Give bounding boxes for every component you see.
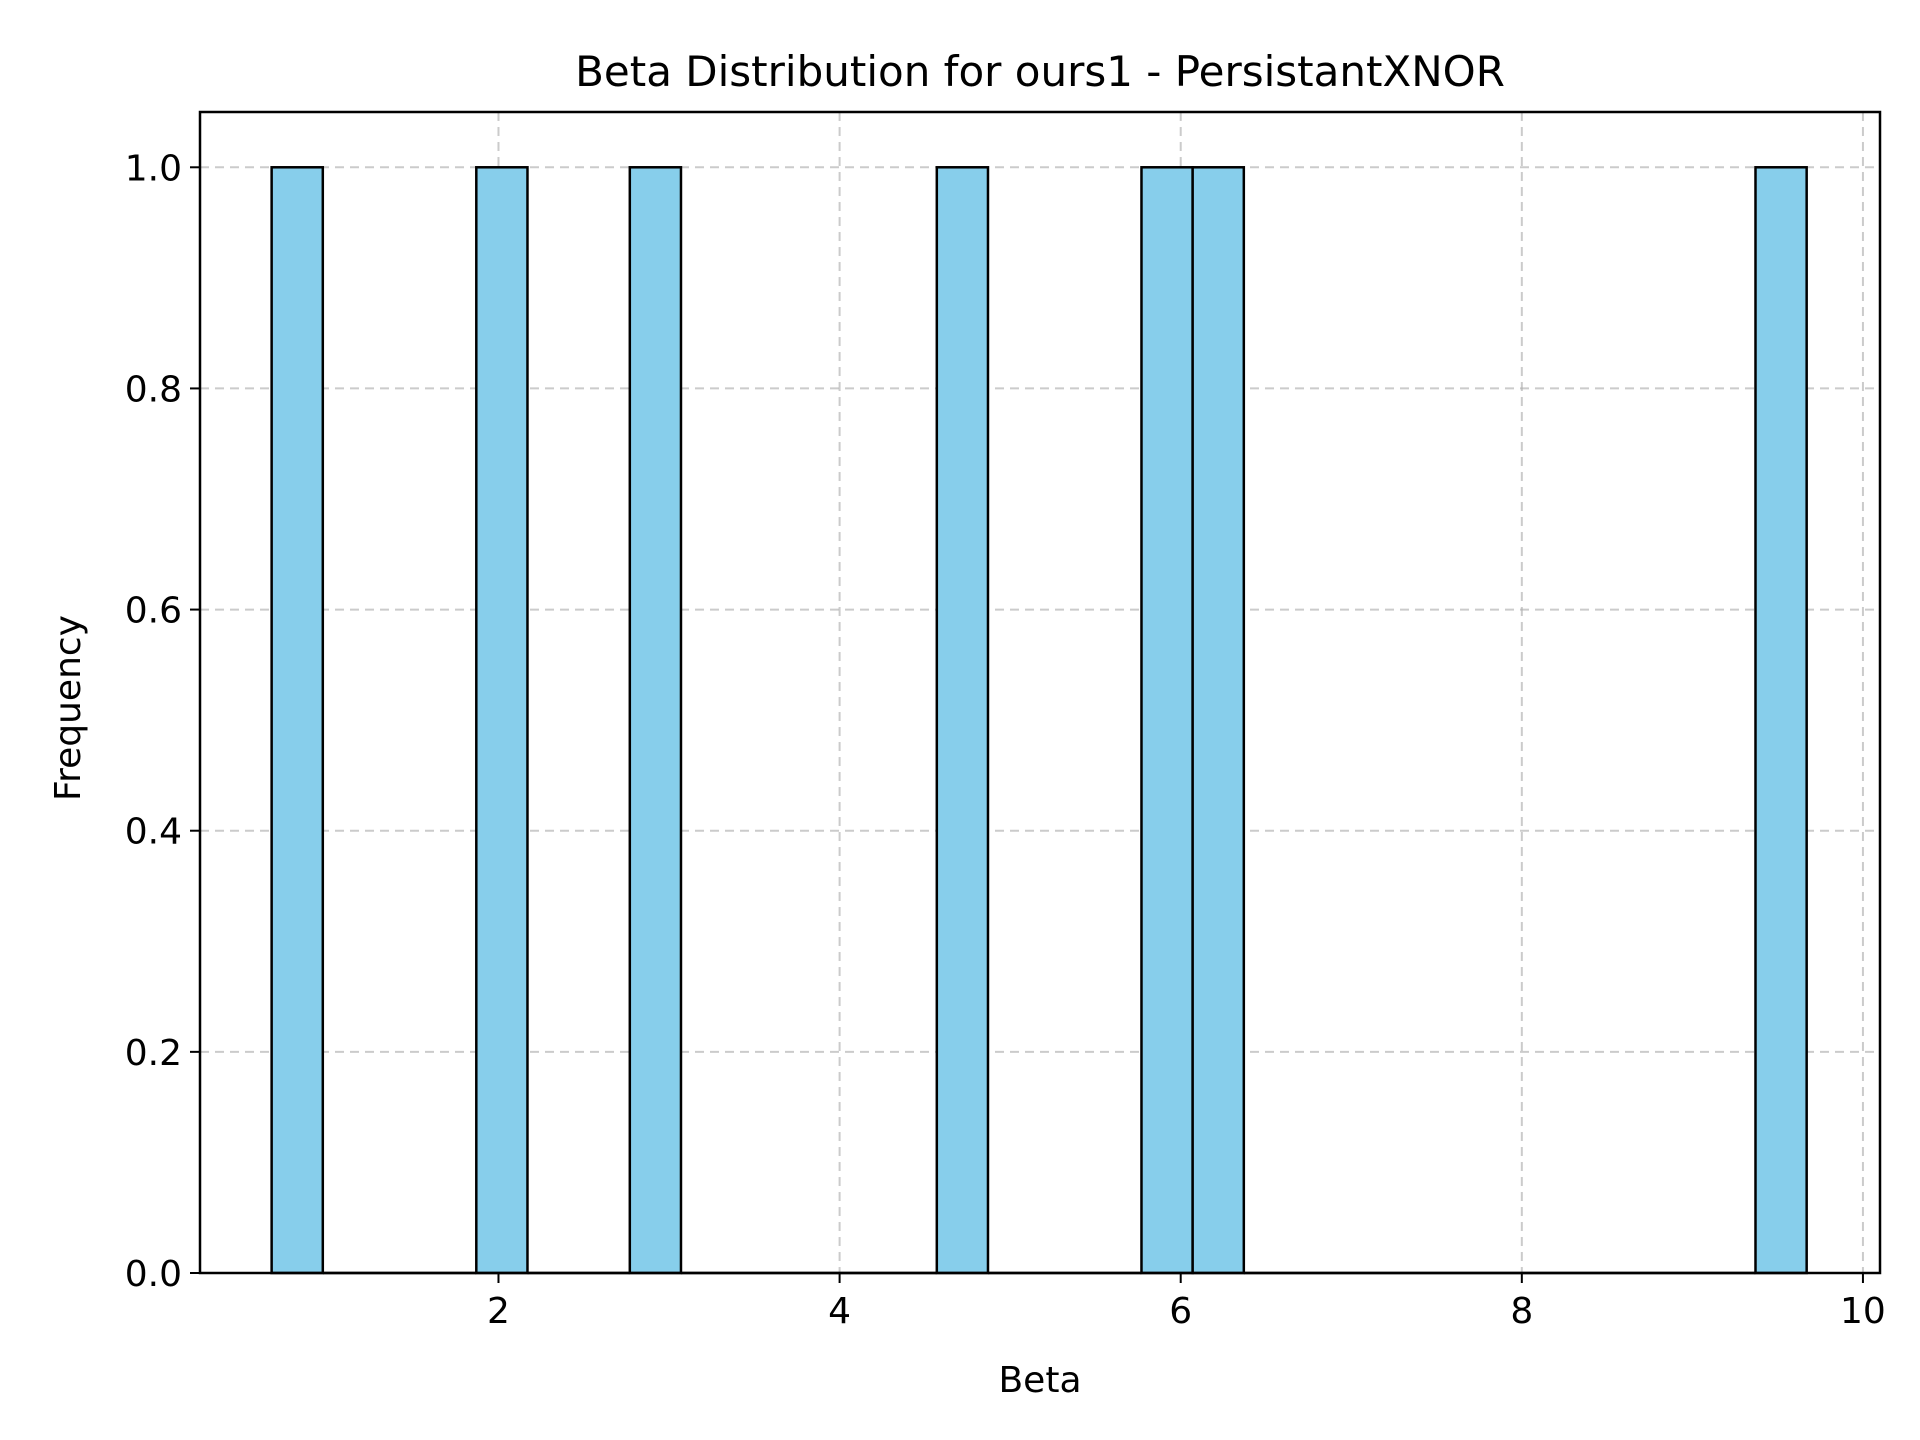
x-tick-label: 4 [828, 1291, 851, 1332]
ticks: 2 4 6 8 10 0.0 0.2 0.4 0.6 0.8 1.0 [125, 148, 1886, 1332]
y-axis-label: Frequency [48, 615, 89, 801]
histogram-bar [628, 166, 683, 1275]
x-tick-label: 2 [487, 1291, 510, 1332]
histogram-bar [270, 166, 325, 1275]
y-tick-label: 0.8 [125, 369, 182, 410]
y-tick-label: 0.0 [125, 1254, 182, 1295]
histogram-bar [1754, 166, 1808, 1275]
y-tick-label: 0.6 [125, 591, 182, 632]
bars [270, 166, 1808, 1275]
histogram-bar [935, 166, 990, 1275]
y-tick-label: 0.4 [125, 812, 182, 853]
x-tick-label: 8 [1510, 1291, 1533, 1332]
x-axis-label: Beta [998, 1360, 1081, 1401]
plot-frame [198, 110, 1882, 1275]
histogram-bar [1140, 166, 1194, 1275]
histogram-bar [475, 166, 529, 1275]
y-tick-label: 1.0 [125, 148, 182, 189]
y-tick-label: 0.2 [125, 1033, 182, 1074]
x-tick-label: 10 [1840, 1291, 1886, 1332]
histogram-bar [1191, 166, 1246, 1275]
chart-title: Beta Distribution for ours1 - Persistant… [575, 47, 1505, 96]
x-tick-label: 6 [1169, 1291, 1192, 1332]
